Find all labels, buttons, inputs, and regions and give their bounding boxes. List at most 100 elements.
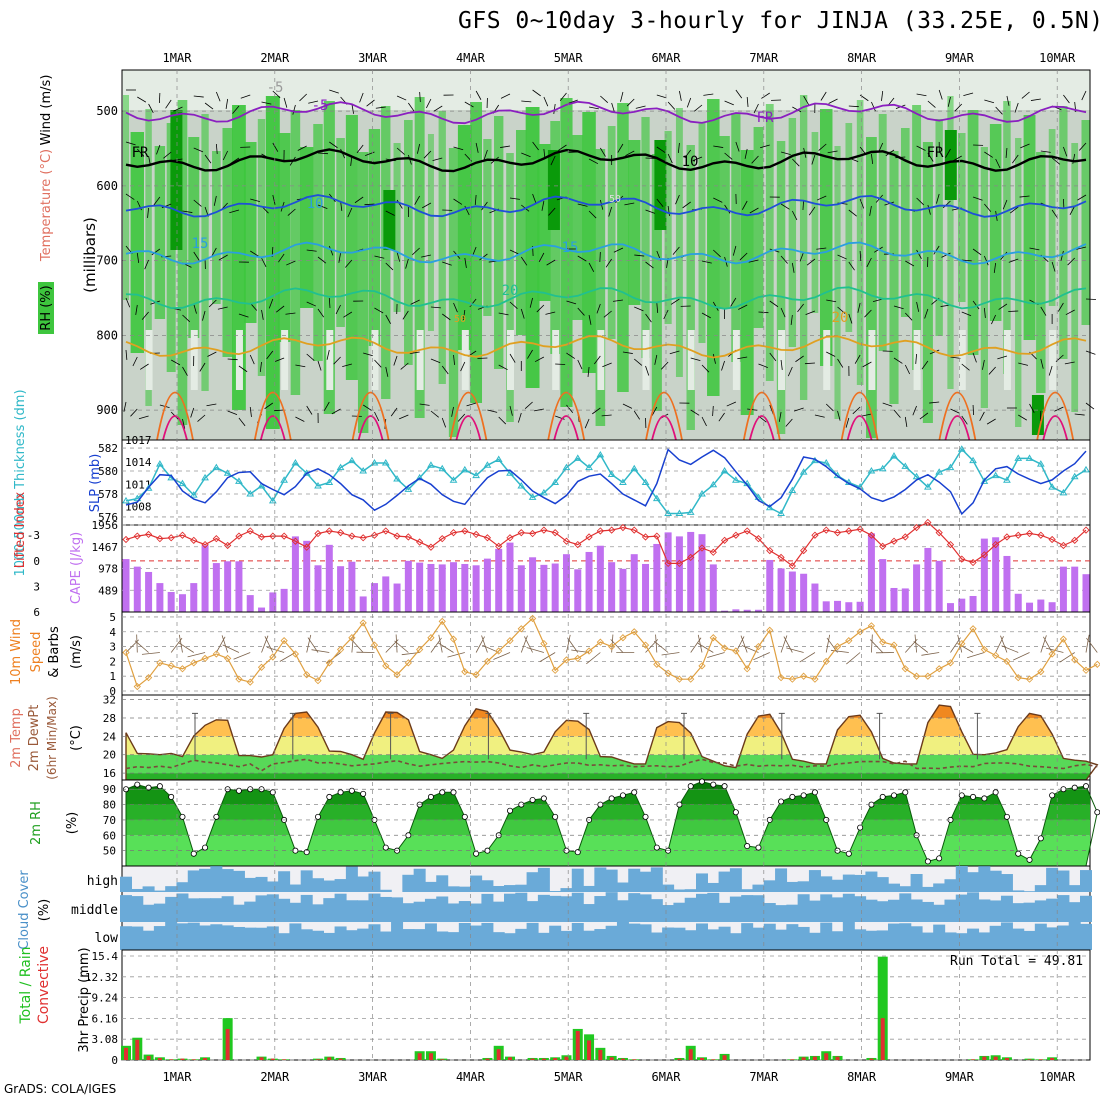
cloud-cover-bar	[921, 901, 934, 922]
cloud-cover-bar	[933, 924, 946, 950]
cloud-cover-bar	[402, 874, 415, 892]
cape-bar	[404, 560, 412, 612]
rh-marker	[461, 813, 468, 820]
cloud-cover-bar	[413, 929, 426, 950]
wind-speed-marker	[856, 628, 864, 636]
thickness-marker	[664, 509, 673, 517]
cloud-cover-bar	[808, 900, 821, 922]
rh-moist-column	[572, 135, 584, 320]
cape-bar	[890, 587, 898, 612]
wind-barb	[929, 349, 940, 355]
li-marker	[314, 529, 322, 538]
wind-barb	[532, 193, 537, 204]
wind-barb	[147, 207, 149, 218]
wind-barb	[487, 409, 498, 413]
rh-ytick: 50	[103, 845, 116, 858]
wind-barb	[749, 207, 759, 214]
wind-barb	[193, 251, 200, 261]
profile-ylabel: (millibars)	[81, 217, 99, 293]
wind-barb	[942, 200, 951, 209]
cloud-cover-bar	[650, 932, 663, 950]
wind-barb	[272, 142, 279, 152]
precip-convective-bar	[993, 1056, 998, 1060]
wind-barb	[285, 312, 296, 315]
wind-barb	[229, 209, 240, 214]
cape-bar	[303, 540, 311, 612]
precip-convective-bar	[971, 1059, 976, 1060]
wind-barb	[596, 303, 601, 314]
wind-barb	[266, 350, 274, 360]
wind-barb	[442, 261, 452, 266]
wind-ytick: 0	[109, 685, 116, 698]
cloud-cover-bar	[312, 930, 324, 950]
wind-barb	[204, 102, 214, 110]
rh-moist-column	[1081, 120, 1091, 325]
cloud-cover-bar	[786, 924, 799, 950]
wind-barb	[701, 260, 712, 264]
cloud-cover-bar	[876, 930, 889, 950]
wind-barb	[125, 297, 131, 308]
rh-marker	[348, 787, 355, 794]
wind-barb-10m	[351, 634, 354, 653]
thickness-marker	[562, 463, 571, 471]
wind-ytick: 3	[109, 641, 116, 654]
wind-barb-10m	[524, 636, 533, 653]
rh-moist-column	[617, 103, 629, 392]
cloud-cover-bar	[368, 871, 381, 892]
thickness-marker	[607, 470, 616, 477]
cloud-cover-bar	[232, 870, 245, 892]
cape-bar	[314, 565, 322, 612]
wind-barb	[374, 411, 380, 422]
precip-convective-bar	[632, 1059, 637, 1060]
cape-bar	[630, 554, 638, 612]
wind-barb	[1014, 102, 1019, 113]
rh-marker	[800, 792, 807, 799]
cloud-cover-bar	[504, 885, 516, 892]
cloud-cover-bar	[639, 924, 652, 950]
wind-barb	[645, 157, 656, 159]
cape-bar	[675, 536, 683, 612]
precip-convective-bar	[801, 1057, 806, 1060]
li-marker	[144, 530, 153, 539]
dewpoint-line	[125, 758, 1098, 772]
cape-bar	[1003, 555, 1011, 612]
wind-speed-marker	[291, 650, 300, 658]
wind-barb	[837, 358, 844, 368]
cloud-cover-bar	[775, 868, 788, 892]
profile-ytick: 600	[96, 179, 118, 193]
wind-barb-10m	[957, 634, 963, 653]
wind-speed-marker	[393, 671, 401, 679]
li-marker	[359, 534, 367, 542]
wind-barb	[724, 204, 731, 214]
wind-barb	[1019, 195, 1030, 198]
cloud-cover-bar	[707, 892, 720, 922]
thickness-marker	[122, 496, 130, 504]
wind-barb	[818, 143, 827, 151]
cloud-cover-bar	[537, 932, 550, 950]
wind-speed-marker	[653, 660, 661, 668]
wind-barb	[136, 148, 145, 157]
rh-moist-column	[414, 97, 425, 418]
rh-ytick: 70	[103, 814, 116, 827]
contour-label: 10	[682, 154, 699, 170]
cape-bar	[732, 609, 740, 612]
rh-marker	[845, 850, 852, 857]
cape-bar	[1071, 566, 1079, 612]
rh-marker	[857, 824, 864, 831]
wind-barb	[317, 204, 328, 209]
wind-barb-10m	[586, 652, 601, 665]
cloud-cover-bar	[831, 897, 844, 922]
thickness-marker	[325, 478, 334, 485]
wind-barb	[250, 250, 259, 257]
cloud-cover-bar	[526, 922, 539, 950]
wind-speed-marker	[562, 656, 571, 664]
cloud-cover-bar	[1080, 923, 1092, 950]
wind-barb	[735, 141, 740, 152]
cape-bar	[834, 600, 842, 612]
cape-bar	[867, 533, 875, 612]
cape-bar	[370, 583, 378, 612]
precip-ylabel-unit: 3hr Precip (mm)	[77, 947, 92, 1052]
thickness-marker	[912, 472, 921, 480]
wind-barb	[509, 405, 513, 416]
cape-bar	[483, 558, 491, 612]
